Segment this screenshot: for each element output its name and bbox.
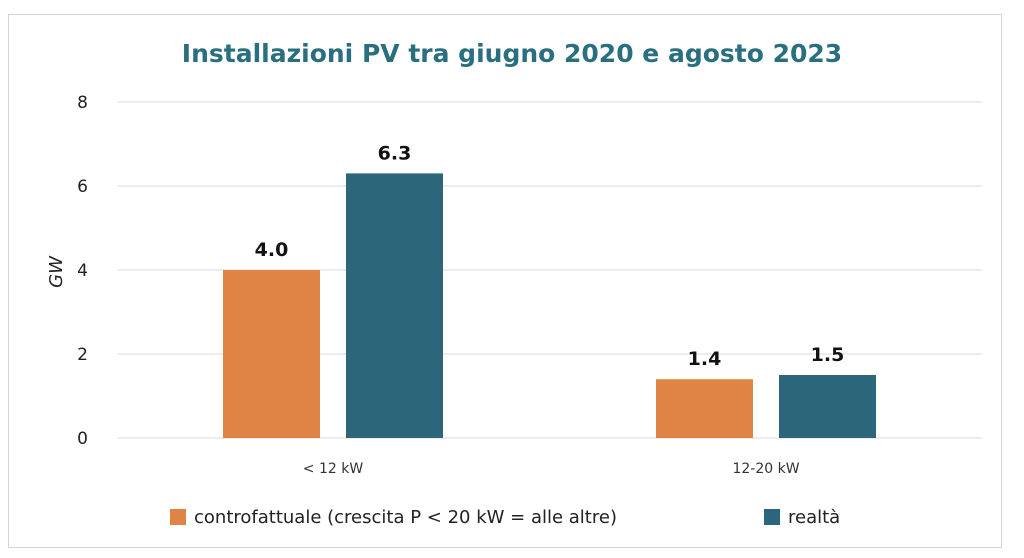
y-tick-label: 2 — [77, 345, 88, 365]
bar — [223, 270, 320, 438]
chart-frame — [8, 14, 1002, 548]
bars — [223, 173, 876, 438]
category-labels: < 12 kW 12-20 kW — [303, 461, 800, 477]
legend: controfattuale (crescita P < 20 kW = all… — [170, 507, 840, 528]
data-label: 4.0 — [255, 239, 289, 261]
legend-swatch — [170, 509, 186, 525]
category-label: < 12 kW — [303, 461, 364, 477]
data-label: 1.4 — [688, 348, 722, 370]
y-tick-label: 4 — [77, 261, 88, 281]
category-label: 12-20 kW — [732, 461, 799, 477]
bar — [779, 375, 876, 438]
legend-label: controfattuale (crescita P < 20 kW = all… — [194, 507, 617, 528]
chart-title: Installazioni PV tra giugno 2020 e agost… — [182, 39, 842, 68]
y-tick-label: 8 — [77, 93, 88, 113]
y-tick-label: 6 — [77, 177, 88, 197]
y-tick-label: 0 — [77, 429, 88, 449]
bar — [656, 379, 753, 438]
data-label: 1.5 — [811, 344, 845, 366]
legend-label: realtà — [788, 507, 840, 528]
y-axis-label: GW — [46, 255, 67, 288]
legend-swatch — [764, 509, 780, 525]
y-axis-ticks: 0 2 4 6 8 — [77, 93, 88, 449]
bar — [346, 173, 443, 438]
data-label: 6.3 — [378, 142, 412, 164]
data-labels: 4.0 6.3 1.4 1.5 — [255, 142, 845, 370]
